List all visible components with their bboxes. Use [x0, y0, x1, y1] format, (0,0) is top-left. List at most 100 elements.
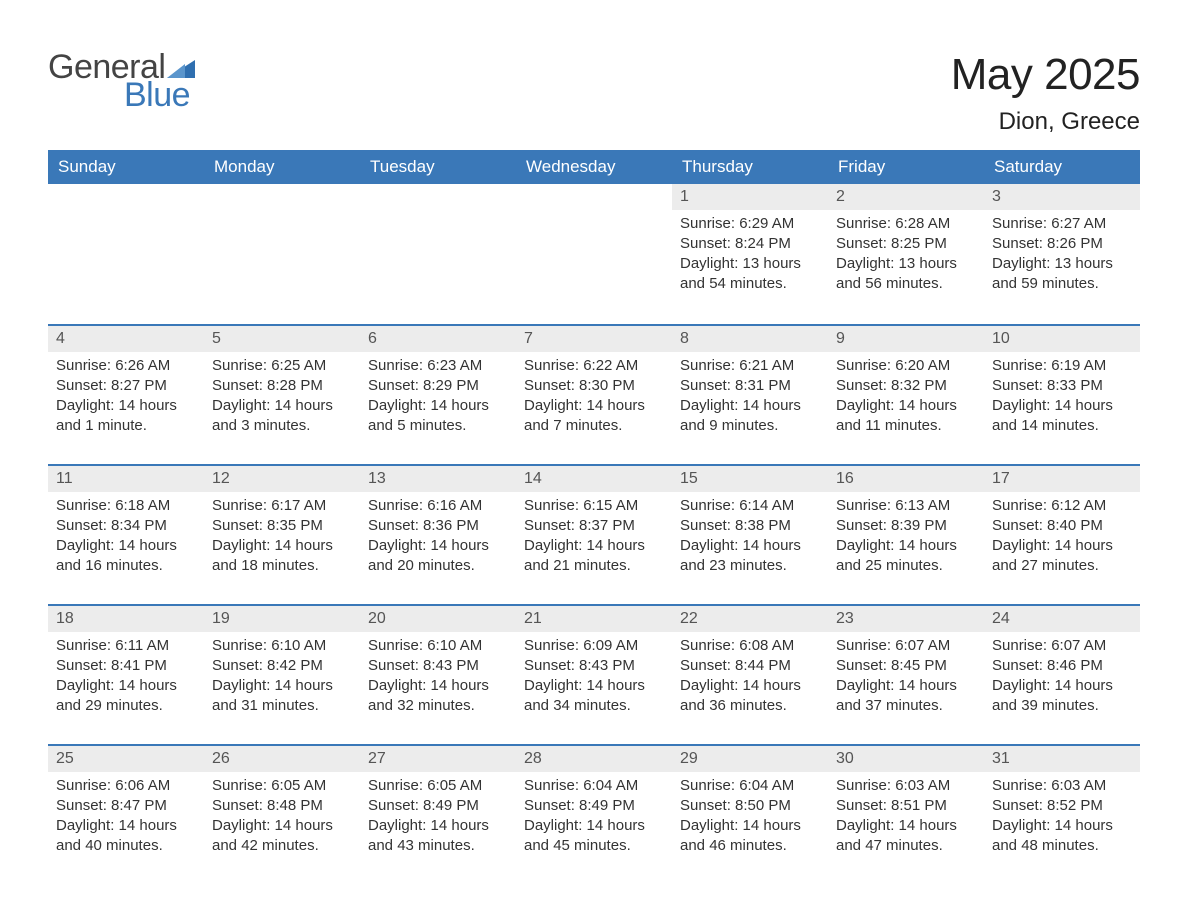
- daylight-text: and 9 minutes.: [680, 416, 820, 436]
- day-number: 27: [360, 746, 516, 772]
- daylight-text: Daylight: 14 hours: [56, 396, 196, 416]
- day-number: 11: [48, 466, 204, 492]
- calendar-cell: 9Sunrise: 6:20 AMSunset: 8:32 PMDaylight…: [828, 326, 984, 452]
- daylight-text: and 48 minutes.: [992, 836, 1132, 856]
- daylight-text: Daylight: 14 hours: [212, 536, 352, 556]
- sunset-text: Sunset: 8:28 PM: [212, 376, 352, 396]
- day-number: 30: [828, 746, 984, 772]
- day-number: 14: [516, 466, 672, 492]
- sunrise-text: Sunrise: 6:20 AM: [836, 356, 976, 376]
- calendar-cell: 20Sunrise: 6:10 AMSunset: 8:43 PMDayligh…: [360, 606, 516, 732]
- sunset-text: Sunset: 8:31 PM: [680, 376, 820, 396]
- title-block: May 2025 Dion, Greece: [951, 50, 1140, 136]
- daylight-text: and 3 minutes.: [212, 416, 352, 436]
- day-number: 19: [204, 606, 360, 632]
- weekday-header: Saturday: [984, 150, 1140, 184]
- day-number: 9: [828, 326, 984, 352]
- calendar-cell: 10Sunrise: 6:19 AMSunset: 8:33 PMDayligh…: [984, 326, 1140, 452]
- calendar-cell: 30Sunrise: 6:03 AMSunset: 8:51 PMDayligh…: [828, 746, 984, 872]
- daylight-text: Daylight: 14 hours: [524, 676, 664, 696]
- sunset-text: Sunset: 8:41 PM: [56, 656, 196, 676]
- calendar-cell: 22Sunrise: 6:08 AMSunset: 8:44 PMDayligh…: [672, 606, 828, 732]
- daylight-text: Daylight: 14 hours: [992, 816, 1132, 836]
- day-number: 29: [672, 746, 828, 772]
- day-number: 24: [984, 606, 1140, 632]
- daylight-text: and 42 minutes.: [212, 836, 352, 856]
- sunset-text: Sunset: 8:35 PM: [212, 516, 352, 536]
- sunset-text: Sunset: 8:32 PM: [836, 376, 976, 396]
- calendar-cell: 13Sunrise: 6:16 AMSunset: 8:36 PMDayligh…: [360, 466, 516, 592]
- daylight-text: Daylight: 14 hours: [56, 816, 196, 836]
- day-number: 4: [48, 326, 204, 352]
- day-number: 31: [984, 746, 1140, 772]
- sunrise-text: Sunrise: 6:10 AM: [212, 636, 352, 656]
- daylight-text: and 18 minutes.: [212, 556, 352, 576]
- daylight-text: and 37 minutes.: [836, 696, 976, 716]
- calendar-cell: 4 Sunrise: 6:26 AMSunset: 8:27 PMDaylight…: [48, 326, 204, 452]
- daylight-text: and 34 minutes.: [524, 696, 664, 716]
- sunrise-text: Sunrise: 6:09 AM: [524, 636, 664, 656]
- calendar: Sunday Monday Tuesday Wednesday Thursday…: [48, 150, 1140, 872]
- brand-word-2: Blue: [124, 78, 195, 112]
- day-number: 7: [516, 326, 672, 352]
- sunrise-text: Sunrise: 6:08 AM: [680, 636, 820, 656]
- sunset-text: Sunset: 8:36 PM: [368, 516, 508, 536]
- day-number: 26: [204, 746, 360, 772]
- sunset-text: Sunset: 8:25 PM: [836, 234, 976, 254]
- daylight-text: and 40 minutes.: [56, 836, 196, 856]
- sunset-text: Sunset: 8:46 PM: [992, 656, 1132, 676]
- day-number: 25: [48, 746, 204, 772]
- day-number: 5: [204, 326, 360, 352]
- sunrise-text: Sunrise: 6:21 AM: [680, 356, 820, 376]
- sunrise-text: Sunrise: 6:23 AM: [368, 356, 508, 376]
- daylight-text: and 20 minutes.: [368, 556, 508, 576]
- sunrise-text: Sunrise: 6:07 AM: [992, 636, 1132, 656]
- daylight-text: and 5 minutes.: [368, 416, 508, 436]
- calendar-cell: .: [204, 184, 360, 312]
- daylight-text: Daylight: 14 hours: [212, 396, 352, 416]
- daylight-text: and 23 minutes.: [680, 556, 820, 576]
- page-header: General Blue May 2025 Dion, Greece: [48, 50, 1140, 136]
- sunset-text: Sunset: 8:29 PM: [368, 376, 508, 396]
- sunset-text: Sunset: 8:34 PM: [56, 516, 196, 536]
- daylight-text: and 31 minutes.: [212, 696, 352, 716]
- day-number: 6: [360, 326, 516, 352]
- sunrise-text: Sunrise: 6:17 AM: [212, 496, 352, 516]
- day-number: 12: [204, 466, 360, 492]
- daylight-text: and 11 minutes.: [836, 416, 976, 436]
- day-number: 8: [672, 326, 828, 352]
- sunset-text: Sunset: 8:27 PM: [56, 376, 196, 396]
- daylight-text: and 36 minutes.: [680, 696, 820, 716]
- calendar-cell: 15Sunrise: 6:14 AMSunset: 8:38 PMDayligh…: [672, 466, 828, 592]
- sunrise-text: Sunrise: 6:03 AM: [992, 776, 1132, 796]
- day-number: 1: [672, 184, 828, 210]
- daylight-text: Daylight: 14 hours: [56, 536, 196, 556]
- sunset-text: Sunset: 8:40 PM: [992, 516, 1132, 536]
- daylight-text: Daylight: 13 hours: [836, 254, 976, 274]
- day-number: 2: [828, 184, 984, 210]
- calendar-cell: 1Sunrise: 6:29 AMSunset: 8:24 PMDaylight…: [672, 184, 828, 312]
- daylight-text: Daylight: 14 hours: [524, 536, 664, 556]
- calendar-cell: 29Sunrise: 6:04 AMSunset: 8:50 PMDayligh…: [672, 746, 828, 872]
- sunrise-text: Sunrise: 6:04 AM: [680, 776, 820, 796]
- daylight-text: and 54 minutes.: [680, 274, 820, 294]
- sunset-text: Sunset: 8:50 PM: [680, 796, 820, 816]
- sunrise-text: Sunrise: 6:26 AM: [56, 356, 196, 376]
- sunrise-text: Sunrise: 6:07 AM: [836, 636, 976, 656]
- daylight-text: and 59 minutes.: [992, 274, 1132, 294]
- calendar-cell: 27Sunrise: 6:05 AMSunset: 8:49 PMDayligh…: [360, 746, 516, 872]
- sunset-text: Sunset: 8:44 PM: [680, 656, 820, 676]
- calendar-week: 11Sunrise: 6:18 AMSunset: 8:34 PMDayligh…: [48, 464, 1140, 592]
- calendar-cell: 23Sunrise: 6:07 AMSunset: 8:45 PMDayligh…: [828, 606, 984, 732]
- calendar-week: ....1Sunrise: 6:29 AMSunset: 8:24 PMDayl…: [48, 184, 1140, 312]
- sunrise-text: Sunrise: 6:05 AM: [212, 776, 352, 796]
- weekday-header: Sunday: [48, 150, 204, 184]
- daylight-text: Daylight: 14 hours: [680, 536, 820, 556]
- weekday-header: Monday: [204, 150, 360, 184]
- calendar-cell: 17Sunrise: 6:12 AMSunset: 8:40 PMDayligh…: [984, 466, 1140, 592]
- sunset-text: Sunset: 8:49 PM: [368, 796, 508, 816]
- daylight-text: and 43 minutes.: [368, 836, 508, 856]
- day-number: 22: [672, 606, 828, 632]
- sunset-text: Sunset: 8:30 PM: [524, 376, 664, 396]
- location-label: Dion, Greece: [951, 108, 1140, 136]
